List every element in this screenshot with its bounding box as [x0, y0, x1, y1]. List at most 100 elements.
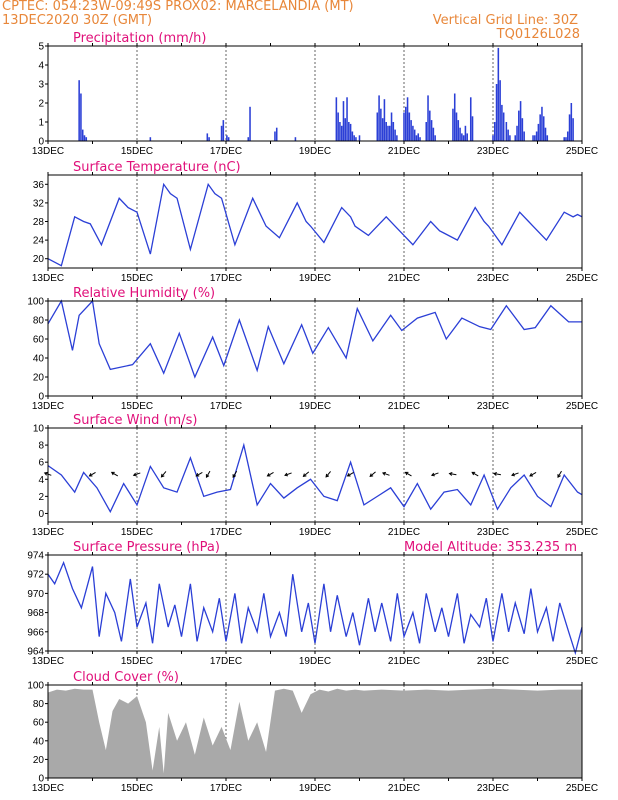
precip-bar: [459, 127, 461, 141]
precip-bar: [412, 125, 414, 141]
wind-arrow-head: [160, 473, 165, 478]
y-tick-label: 20: [33, 755, 45, 766]
x-tick-label: 15DEC: [121, 527, 153, 538]
precip-bar: [492, 135, 494, 141]
wind-arrow: [381, 471, 390, 476]
wind-arrow: [448, 471, 457, 476]
x-tick-label: 17DEC: [210, 273, 242, 284]
precip-bar: [469, 97, 472, 141]
precip-bar: [227, 137, 230, 141]
wind-arrow: [88, 471, 96, 477]
precip-bar: [535, 131, 538, 141]
wind-arrow-head: [88, 473, 93, 477]
precip-bar: [572, 118, 574, 141]
precip-bar: [509, 135, 511, 141]
y-tick-label: 60: [33, 718, 45, 729]
wind-arrow-shaft: [196, 471, 203, 477]
precip-bar: [208, 137, 210, 141]
y-tick-label: 100: [27, 681, 44, 692]
precip-bar: [455, 112, 458, 141]
wind-arrow: [404, 471, 412, 477]
x-tick-label: 25DEC: [566, 401, 598, 412]
panel-title: Surface Wind (m/s): [73, 413, 197, 428]
x-tick-label: 21DEC: [388, 273, 420, 284]
wind-arrow-head: [132, 472, 137, 477]
x-tick-label: 13DEC: [32, 273, 64, 284]
precip-bar: [452, 108, 454, 141]
precip-bar: [149, 137, 152, 141]
wind-arrow-head: [325, 473, 330, 478]
precip-bar: [383, 99, 386, 141]
y-tick-label: 964: [27, 647, 44, 658]
precip-bar: [539, 114, 541, 141]
y-tick-label: 20: [33, 254, 45, 265]
y-tick-label: 5: [38, 42, 44, 53]
wind-arrow-head: [232, 474, 237, 479]
x-tick-label: 15DEC: [121, 656, 153, 667]
precip-bar: [415, 135, 418, 141]
y-tick-label: 970: [27, 589, 44, 600]
precip-bar: [495, 84, 498, 141]
panel-title: Surface Pressure (hPa): [73, 540, 220, 555]
y-tick-label: 40: [33, 354, 45, 365]
wind-arrow-head: [302, 473, 307, 478]
wind-arrow-head: [205, 474, 210, 479]
wind-arrow-shaft: [303, 471, 310, 477]
wind-arrow-head: [448, 471, 453, 476]
wind-arrow-head: [195, 473, 200, 477]
precip-bar: [381, 118, 384, 141]
wind-arrow-shaft: [369, 471, 376, 477]
precip-bar: [565, 137, 567, 141]
wind-arrow-shaft: [111, 471, 119, 477]
x-tick-label: 23DEC: [477, 783, 509, 794]
x-tick-label: 15DEC: [121, 783, 153, 794]
wind-arrow: [325, 471, 331, 478]
precip-bar: [405, 106, 407, 141]
precip-bar: [385, 122, 387, 141]
x-tick-label: 25DEC: [566, 146, 598, 157]
wind-arrow-shaft: [382, 472, 390, 476]
x-tick-label: 19DEC: [299, 527, 331, 538]
y-tick-label: 24: [33, 236, 45, 247]
precip-bar: [346, 97, 348, 141]
y-tick-label: 966: [27, 627, 44, 638]
precip-bar: [413, 129, 416, 141]
y-tick-label: 40: [33, 736, 45, 747]
header-model-id: TQ0126L028: [496, 27, 580, 42]
wind-arrow-head: [284, 472, 289, 477]
wind-arrow-head: [511, 472, 516, 477]
panel-0: 0 1 2 3 4 5 13DEC 15DEC 17DEC 19DEC 21DEC 23DEC 25DE…: [32, 31, 598, 157]
y-tick-label: 10: [33, 424, 45, 435]
wind-arrow-shaft: [347, 471, 354, 477]
wind-arrow: [430, 472, 439, 477]
precip-bar: [222, 120, 225, 141]
precip-bar: [502, 112, 505, 141]
precip-bar: [542, 116, 545, 141]
precip-bar: [546, 135, 549, 141]
precip-bar: [429, 110, 431, 141]
precip-bar: [430, 120, 433, 141]
precip-bar: [83, 135, 86, 141]
wind-arrow: [471, 471, 479, 477]
precip-bar: [519, 101, 522, 141]
precip-bar: [392, 122, 395, 141]
wind-arrow-head: [430, 472, 435, 477]
series-line: [47, 182, 583, 267]
precip-bar: [247, 137, 250, 141]
header-line1: CPTEC: 054:23W-09:49S PROX02: MARCELANDI…: [2, 0, 354, 14]
precip-bar: [355, 137, 357, 141]
y-tick-label: 4: [38, 475, 44, 486]
precip-bar: [453, 93, 456, 141]
wind-arrow-shaft: [161, 471, 167, 478]
precip-bar: [337, 112, 339, 141]
x-tick-label: 15DEC: [121, 273, 153, 284]
panel-title: Relative Humidity (%): [73, 286, 215, 301]
x-tick-label: 17DEC: [210, 401, 242, 412]
precip-bar: [432, 127, 435, 141]
x-tick-label: 15DEC: [121, 146, 153, 157]
wind-arrow-head: [369, 473, 374, 478]
wind-arrow-head: [381, 471, 386, 476]
wind-arrow: [205, 470, 211, 479]
precip-bar: [274, 131, 276, 141]
precip-bar: [464, 125, 467, 141]
